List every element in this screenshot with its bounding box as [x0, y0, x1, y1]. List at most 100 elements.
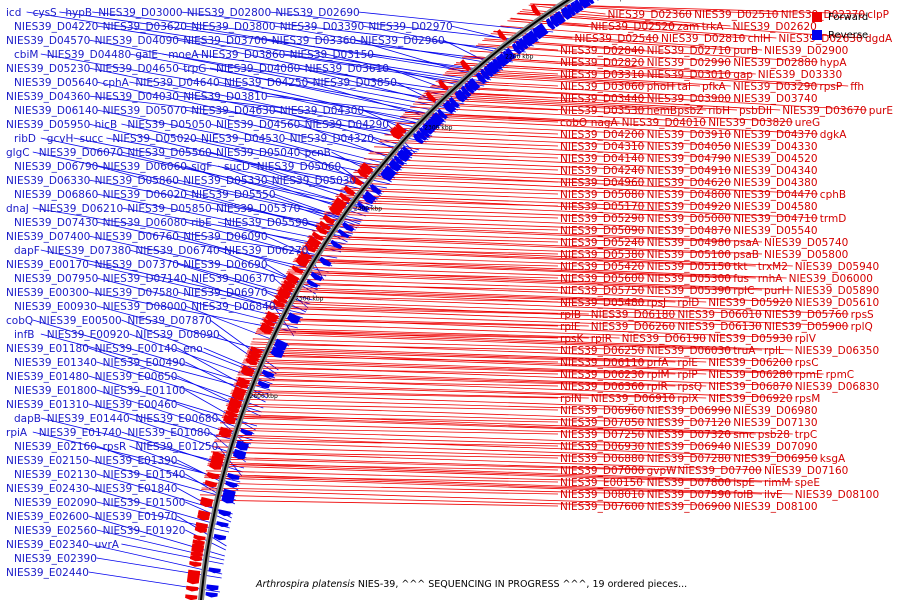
forward-leader-line	[261, 319, 559, 327]
forward-gene-label: ksgA	[820, 453, 846, 465]
forward-gene-label: NIES39_D04340	[733, 165, 817, 177]
forward-leader-line	[316, 223, 763, 243]
forward-leader-line	[353, 172, 818, 195]
reverse-leader-line	[26, 11, 489, 83]
reverse-leader-line	[40, 53, 444, 125]
reverse-leader-line	[162, 53, 465, 105]
forward-leader-line	[201, 487, 559, 495]
forward-leader-line	[507, 20, 746, 39]
forward-gene-feature	[231, 392, 244, 401]
forward-leader-line	[224, 410, 645, 423]
forward-gene-feature	[185, 594, 198, 600]
reverse-leader-line	[265, 39, 480, 91]
reverse-gene-label: NIES39_E02130	[14, 469, 97, 481]
forward-gene-label: NIES39_D04050	[647, 141, 731, 153]
reverse-gene-feature	[460, 85, 472, 98]
forward-leader-line	[431, 85, 867, 111]
forward-leader-line	[246, 351, 824, 375]
reverse-leader-line	[88, 123, 383, 195]
forward-gene-label: rplB	[560, 309, 581, 321]
forward-gene-label: NIES39_D05480	[560, 297, 644, 309]
forward-gene-label: NIES39_E00150	[560, 477, 643, 489]
forward-leader-line	[364, 158, 645, 171]
reverse-gene-label: NIES39_E01500	[103, 497, 186, 509]
forward-gene-label: NIES39_D08100	[795, 489, 879, 501]
forward-gene-label: rpmE	[795, 369, 823, 381]
forward-gene-feature	[206, 471, 220, 480]
forward-gene-label: rplX	[677, 393, 698, 405]
reverse-gene-feature	[467, 80, 478, 92]
reverse-gene-label: gcvH	[47, 133, 74, 145]
reverse-gene-label: NIES39_D05370	[216, 203, 300, 215]
reverse-gene-label: sigF	[191, 161, 212, 173]
forward-gene-label: NIES39_D04140	[560, 153, 644, 165]
reverse-gene-feature	[480, 68, 491, 81]
reverse-leader-line	[32, 319, 271, 391]
forward-leader-line	[230, 393, 732, 411]
forward-leader-line	[230, 391, 559, 399]
reverse-gene-label: cobQ	[6, 315, 33, 327]
reverse-gene-label: NIES39_D03390	[280, 21, 364, 33]
forward-gene-label: clpP	[867, 9, 889, 21]
reverse-leader-line	[88, 95, 433, 137]
reverse-gene-feature	[369, 183, 382, 195]
reverse-gene-label: NIES39_E02340	[6, 539, 89, 551]
forward-gene-label: psbDII	[739, 105, 772, 117]
forward-gene-label: NIES39_D05080	[560, 189, 644, 201]
forward-gene-label: NIES39_D06950	[733, 453, 817, 465]
reverse-gene-feature	[337, 228, 350, 239]
reverse-gene-label: NIES39_D04080	[216, 63, 300, 75]
forward-gene-label: NIES39_D06130	[677, 321, 761, 333]
forward-gene-label: NIES39_D05000	[647, 213, 731, 225]
forward-gene-label: NIES39_D04310	[560, 141, 644, 153]
reverse-gene-label: cysS	[33, 7, 57, 19]
reverse-gene-label: dapF	[14, 245, 40, 257]
forward-gene-feature	[438, 79, 449, 91]
reverse-gene-label: pcnB	[305, 147, 331, 159]
forward-gene-label: NIES39_D06250	[560, 345, 644, 357]
forward-leader-line	[225, 405, 732, 423]
forward-gene-label: NIES39_D05100	[647, 249, 731, 261]
forward-leader-line	[256, 329, 793, 351]
forward-gene-label: NIES39_D05750	[560, 285, 644, 297]
forward-gene-label: NIES39_D06980	[733, 405, 817, 417]
reverse-gene-feature	[560, 8, 571, 20]
forward-gene-label: rpsJ	[647, 297, 667, 309]
forward-gene-feature	[246, 353, 260, 362]
forward-gene-label: trpC	[795, 429, 817, 441]
forward-gene-feature	[309, 235, 322, 246]
forward-leader-line	[336, 194, 645, 207]
forward-gene-label: rpsQ	[677, 381, 702, 393]
reverse-gene-label: icd	[6, 7, 21, 19]
forward-gene-feature	[225, 410, 238, 418]
forward-gene-label: NIES39_D03310	[560, 69, 644, 81]
reverse-gene-feature	[319, 256, 332, 267]
reverse-gene-label: NIES39_D04570	[6, 35, 90, 47]
reverse-leader-line	[177, 95, 442, 127]
reverse-gene-label: NIES39_D05640	[14, 77, 98, 89]
forward-leader-line	[211, 451, 559, 459]
forward-leader-line	[202, 482, 645, 495]
reverse-gene-feature	[388, 161, 400, 172]
forward-gene-label: NIES39_D08010	[560, 489, 644, 501]
forward-gene-label: purB	[733, 45, 758, 57]
reverse-gene-label: NIES39_D03000	[98, 7, 182, 19]
forward-leader-line	[267, 307, 559, 315]
forward-gene-feature	[222, 417, 236, 425]
forward-gene-label: psaB	[733, 249, 759, 261]
reverse-gene-feature	[208, 567, 221, 574]
reverse-gene-feature	[206, 584, 219, 591]
forward-gene-label: smc	[733, 429, 755, 441]
forward-gene-label: folB	[733, 489, 753, 501]
reverse-gene-feature	[518, 37, 529, 50]
forward-leader-line	[454, 64, 818, 87]
forward-gene-label: gvpW	[647, 465, 678, 477]
reverse-gene-label: uvrA	[95, 539, 120, 551]
reverse-gene-label: NIES39_D03800	[191, 21, 275, 33]
reverse-gene-feature	[213, 533, 227, 541]
forward-leader-line	[482, 40, 818, 63]
reverse-gene-feature	[257, 380, 271, 389]
forward-leader-line	[220, 422, 645, 435]
reverse-leader-line	[273, 109, 420, 151]
forward-gene-feature	[300, 250, 313, 260]
